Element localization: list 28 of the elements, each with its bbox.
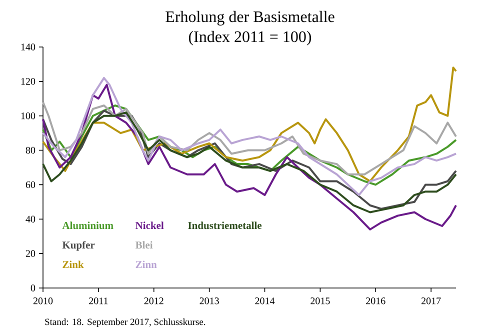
text: Aluminium [62,222,114,230]
x-tick-label: 2011 [89,298,108,304]
line-series [42,66,458,182]
x-tick-label: 2013 [200,298,219,304]
text: Zink [62,260,84,268]
text: Blei [135,241,153,249]
x-tick-label: 2010 [33,298,53,304]
y-tick-label: 120 [21,78,36,85]
text: Nickel [136,222,164,230]
y-tick-label: 40 [26,216,36,222]
y-tick-label: 140 [21,44,36,50]
text: Zinn [136,260,157,268]
y-tick-label: 20 [26,250,36,257]
text: Industriemetalle [188,222,262,230]
chart-subtitle: (Index 2011 = 100) [188,30,312,46]
y-tick-label: 80 [26,146,36,154]
text: Kupfer [62,241,95,251]
x-tick-label: 2012 [144,298,164,304]
x-tick-label: 2016 [366,298,386,304]
x-tick-label: 2014 [255,298,275,304]
y-tick-label: 0 [30,284,36,292]
y-tick-label: 100 [21,112,36,120]
text: Stand: 18. September 2017, Schlusskurse. [45,318,206,328]
line-series [42,84,458,230]
y-tick-label: 60 [26,181,36,188]
x-tick-label: 2015 [310,298,330,304]
x-tick-label: 2017 [422,298,441,304]
chart-title: Erholung der Basismetalle [166,10,334,26]
